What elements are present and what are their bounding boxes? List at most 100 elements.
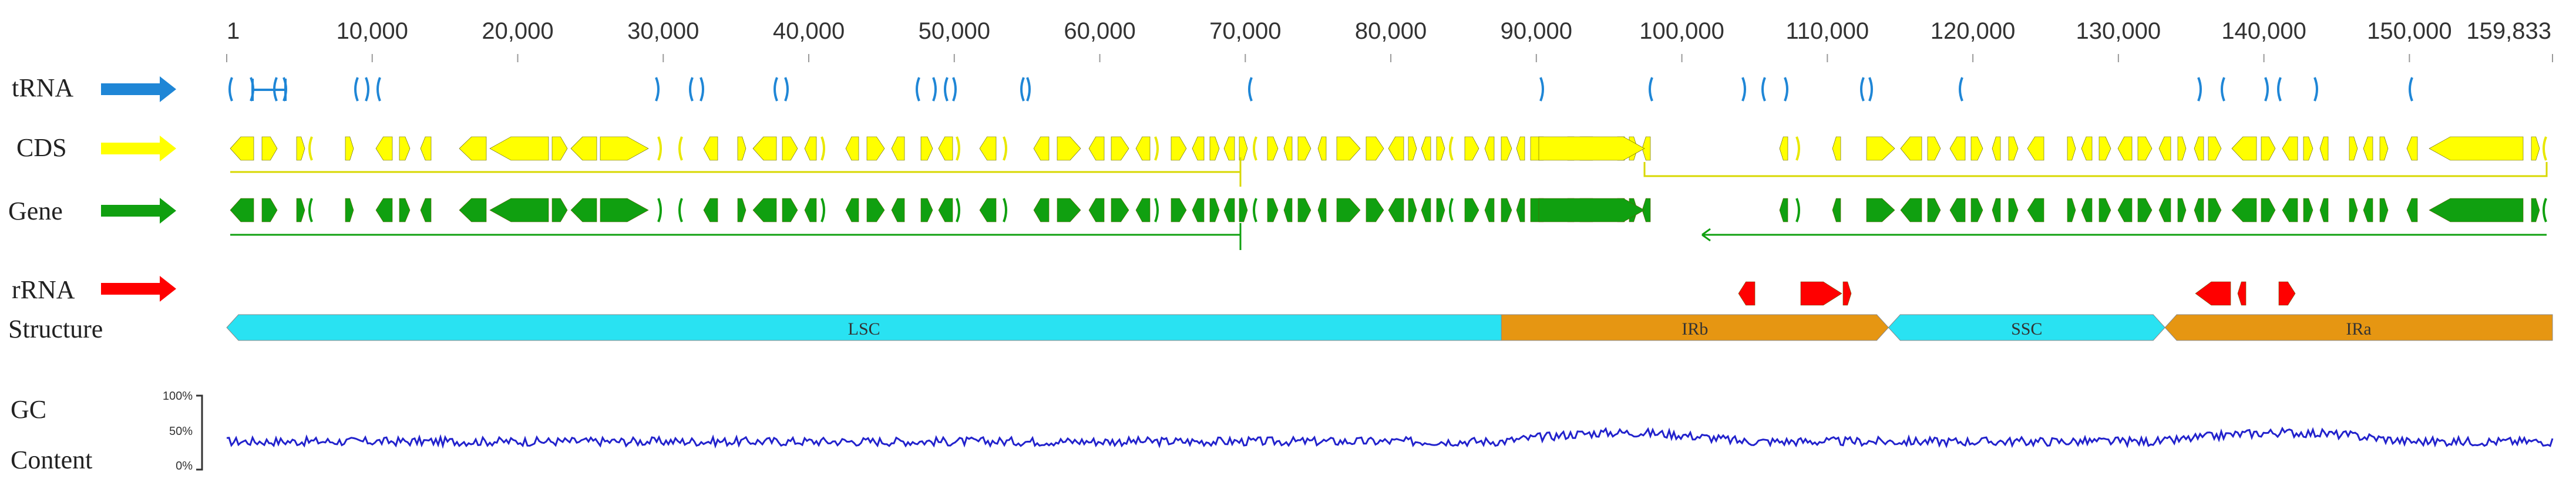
structure-region-irb xyxy=(1501,314,1889,341)
rrna-feature xyxy=(1738,281,1756,306)
cds-feature xyxy=(308,136,313,161)
axis-tick-label: 60,000 xyxy=(1064,18,1135,44)
gc-scale-bracket xyxy=(196,394,203,471)
gene-feature xyxy=(1336,198,1361,222)
rrna-feature xyxy=(2278,281,2296,306)
cds-joined-feature-line xyxy=(230,157,1242,187)
gene-feature xyxy=(1135,198,1151,222)
trna-feature xyxy=(228,77,233,102)
trna-feature xyxy=(1741,77,1746,102)
cds-feature xyxy=(1449,136,1454,161)
gene-feature xyxy=(2282,198,2298,222)
gene-feature xyxy=(737,198,746,222)
rrna-feature xyxy=(1800,281,1842,306)
gc-label-line2: Content xyxy=(11,446,92,474)
cds-feature xyxy=(2261,136,2276,161)
gene-feature xyxy=(230,198,254,222)
cds-feature xyxy=(1297,136,1311,161)
gene-feature xyxy=(1992,198,2001,222)
cds-feature xyxy=(1209,136,1220,161)
axis-tick-label: 140,000 xyxy=(2221,18,2306,44)
cds-feature xyxy=(1135,136,1151,161)
trna-feature xyxy=(1539,77,1544,102)
gene-feature xyxy=(1003,198,1007,222)
cds-feature xyxy=(1239,136,1248,161)
cds-feature xyxy=(1900,136,1922,161)
cds-feature xyxy=(459,136,487,161)
cds-feature xyxy=(737,136,746,161)
structure-region-ira xyxy=(2164,314,2553,341)
gene-feature xyxy=(866,198,885,222)
cds-feature xyxy=(296,136,305,161)
trna-feature xyxy=(2313,77,2318,102)
axis-tick-label: 90,000 xyxy=(1501,18,1572,44)
cds-joined-feature-line xyxy=(1643,162,2548,177)
cds-feature xyxy=(261,136,278,161)
cds-feature xyxy=(1283,136,1293,161)
gene-feature xyxy=(1484,198,1495,222)
gene-feature xyxy=(1388,198,1404,222)
gc-scale-50: 50% xyxy=(169,425,193,438)
gene-feature xyxy=(1192,198,1205,222)
cds-feature xyxy=(2349,136,2358,161)
gene-feature xyxy=(1223,198,1235,222)
gene-feature xyxy=(1154,198,1159,222)
gene-feature xyxy=(2531,198,2540,222)
gene-feature xyxy=(1464,198,1479,222)
gene-feature xyxy=(1501,198,1512,222)
gene-feature xyxy=(703,198,718,222)
trna-feature xyxy=(1959,77,1963,102)
cds-feature xyxy=(375,136,393,161)
cds-feature xyxy=(551,136,568,161)
cds-feature xyxy=(1088,136,1105,161)
cds-feature xyxy=(489,136,549,161)
cds-feature xyxy=(1927,136,1941,161)
trna-feature xyxy=(1026,77,1031,102)
cds-feature xyxy=(2406,136,2418,161)
structure-region-label: IRa xyxy=(2346,319,2371,339)
gene-feature xyxy=(1516,198,1525,222)
gene-joined-feature-line xyxy=(230,223,1242,250)
gene-feature xyxy=(2027,198,2044,222)
cds-feature xyxy=(2081,136,2093,161)
cds-feature xyxy=(2429,136,2524,161)
gene-feature xyxy=(1832,198,1841,222)
cds-feature xyxy=(956,136,960,161)
gene-feature xyxy=(657,198,662,222)
gene-feature xyxy=(1209,198,1220,222)
axis-tick-label: 1 xyxy=(227,18,240,44)
gene-feature xyxy=(1795,198,1800,222)
trna-feature xyxy=(251,79,287,101)
gene-feature xyxy=(551,198,568,222)
track-labels: tRNA CDS Gene rRNA Structure GC Content xyxy=(8,73,103,474)
cds-feature xyxy=(2194,136,2204,161)
trna-feature xyxy=(774,77,778,102)
cds-feature xyxy=(1408,136,1417,161)
rrna-legend-arrow xyxy=(101,276,176,302)
gene-feature xyxy=(2177,198,2187,222)
axis-tick-label: 50,000 xyxy=(919,18,990,44)
rrna-label: rRNA xyxy=(12,275,75,304)
gc-scale-100: 100% xyxy=(163,390,193,403)
gc-scale-0: 0% xyxy=(176,460,193,473)
gene-feature xyxy=(2379,198,2389,222)
cds-feature xyxy=(1516,136,1525,161)
cds-track xyxy=(230,136,2548,187)
cds-feature xyxy=(1421,136,1431,161)
cds-feature xyxy=(782,136,798,161)
gene-feature xyxy=(1267,198,1279,222)
cds-feature xyxy=(2282,136,2298,161)
cds-feature xyxy=(2231,136,2257,161)
gene-feature xyxy=(1033,198,1050,222)
rrna-feature xyxy=(2195,281,2231,306)
cds-feature xyxy=(1366,136,1384,161)
cds-feature xyxy=(1154,136,1159,161)
trna-feature xyxy=(1020,77,1025,102)
gene-feature xyxy=(1171,198,1187,222)
structure-label: Structure xyxy=(8,315,103,343)
cds-feature xyxy=(1970,136,1983,161)
cds-feature xyxy=(2363,136,2373,161)
gene-feature xyxy=(1239,198,1248,222)
